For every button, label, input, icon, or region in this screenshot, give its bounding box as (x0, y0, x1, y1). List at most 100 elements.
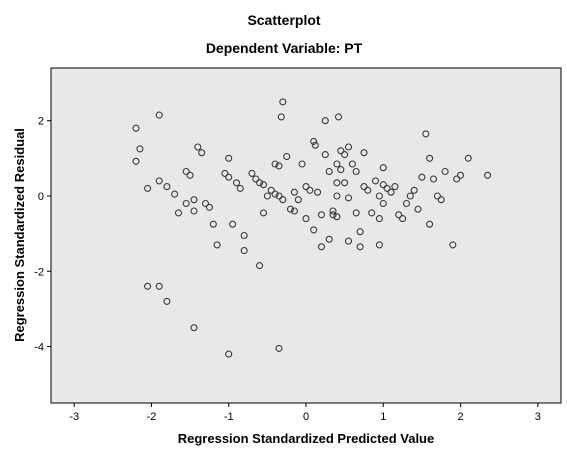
data-point-71 (341, 179, 349, 187)
x-tick-label-1: -2 (147, 411, 157, 423)
data-point-110 (484, 171, 492, 179)
data-point-102 (429, 175, 438, 183)
chart-subtitle: Dependent Variable: PT (206, 40, 363, 56)
data-point-51 (310, 137, 318, 145)
data-point-77 (356, 243, 364, 251)
x-tick-label-2: -1 (224, 411, 234, 423)
data-point-74 (348, 160, 356, 168)
data-point-33 (256, 262, 264, 270)
data-point-12 (190, 196, 198, 204)
data-point-22 (225, 173, 233, 181)
data-point-30 (256, 179, 264, 187)
data-point-93 (395, 211, 403, 219)
data-point-89 (383, 184, 391, 192)
data-point-105 (441, 167, 449, 176)
data-point-39 (271, 160, 279, 168)
data-point-103 (433, 192, 441, 200)
data-point-16 (201, 199, 210, 208)
data-point-80 (360, 149, 368, 157)
data-point-6 (163, 183, 171, 191)
data-point-59 (321, 117, 329, 125)
data-point-46 (294, 196, 302, 204)
data-point-68 (337, 147, 345, 155)
data-point-54 (302, 215, 310, 223)
data-point-112 (163, 297, 171, 305)
x-axis: -3 -2 -1 0 1 2 3 (69, 403, 541, 423)
data-point-91 (387, 188, 395, 196)
data-point-0 (132, 124, 140, 132)
data-points (132, 98, 492, 358)
data-point-10 (186, 171, 194, 179)
data-point-9 (182, 167, 190, 176)
data-point-48 (298, 160, 306, 168)
data-point-107 (453, 175, 461, 183)
data-point-81 (364, 186, 372, 194)
data-point-41 (279, 98, 287, 106)
data-point-4 (155, 111, 163, 119)
data-point-116 (344, 143, 353, 151)
data-point-11 (182, 199, 190, 208)
data-point-17 (205, 203, 213, 211)
data-point-114 (225, 350, 233, 358)
data-point-27 (240, 247, 248, 255)
data-point-24 (232, 179, 241, 187)
data-point-63 (333, 192, 341, 200)
data-point-42 (277, 113, 285, 121)
y-tick-label-0: -4 (34, 342, 44, 354)
data-point-50 (306, 186, 314, 194)
data-point-25 (236, 184, 244, 192)
plot-area (51, 68, 561, 403)
data-point-100 (422, 130, 430, 138)
data-point-32 (259, 209, 268, 217)
data-point-86 (375, 241, 383, 249)
data-point-7 (171, 190, 179, 198)
data-point-15 (198, 149, 206, 157)
data-point-96 (406, 192, 414, 200)
data-point-5 (155, 177, 163, 185)
data-point-64 (333, 213, 341, 221)
data-point-52 (311, 141, 319, 149)
data-point-76 (352, 209, 360, 217)
data-point-26 (240, 231, 248, 240)
data-point-69 (334, 113, 343, 121)
data-point-13 (190, 207, 198, 215)
data-point-108 (456, 171, 465, 179)
data-point-2 (132, 157, 140, 165)
data-point-14 (194, 143, 202, 151)
data-point-95 (402, 199, 411, 208)
y-tick-label-1: -2 (34, 266, 44, 278)
data-point-117 (155, 282, 163, 290)
data-point-23 (229, 220, 237, 228)
data-point-67 (337, 166, 345, 174)
x-axis-label: Regression Standardized Predicted Value (178, 431, 434, 446)
data-point-35 (267, 186, 275, 194)
data-point-37 (275, 192, 283, 200)
data-point-53 (314, 188, 322, 196)
data-point-44 (286, 205, 295, 213)
y-tick-label-2: 0 (38, 191, 44, 203)
data-point-34 (263, 192, 271, 200)
data-point-101 (426, 154, 434, 162)
data-point-111 (144, 282, 152, 290)
data-point-84 (375, 192, 383, 200)
data-point-49 (302, 183, 310, 191)
data-point-109 (464, 154, 472, 162)
data-point-19 (213, 241, 221, 249)
chart-title: Scatterplot (247, 12, 320, 28)
data-point-87 (379, 181, 387, 189)
data-point-58 (321, 151, 329, 159)
data-point-70 (341, 151, 349, 159)
data-point-73 (344, 237, 353, 245)
data-point-62 (329, 211, 337, 219)
data-point-99 (418, 173, 426, 181)
data-point-106 (449, 241, 457, 249)
data-point-31 (259, 181, 268, 189)
data-point-92 (391, 183, 399, 191)
data-point-66 (333, 160, 341, 168)
x-tick-label-5: 2 (457, 411, 463, 423)
data-point-82 (368, 209, 376, 217)
data-point-113 (190, 324, 198, 332)
data-point-85 (375, 215, 383, 223)
data-point-20 (221, 169, 229, 177)
